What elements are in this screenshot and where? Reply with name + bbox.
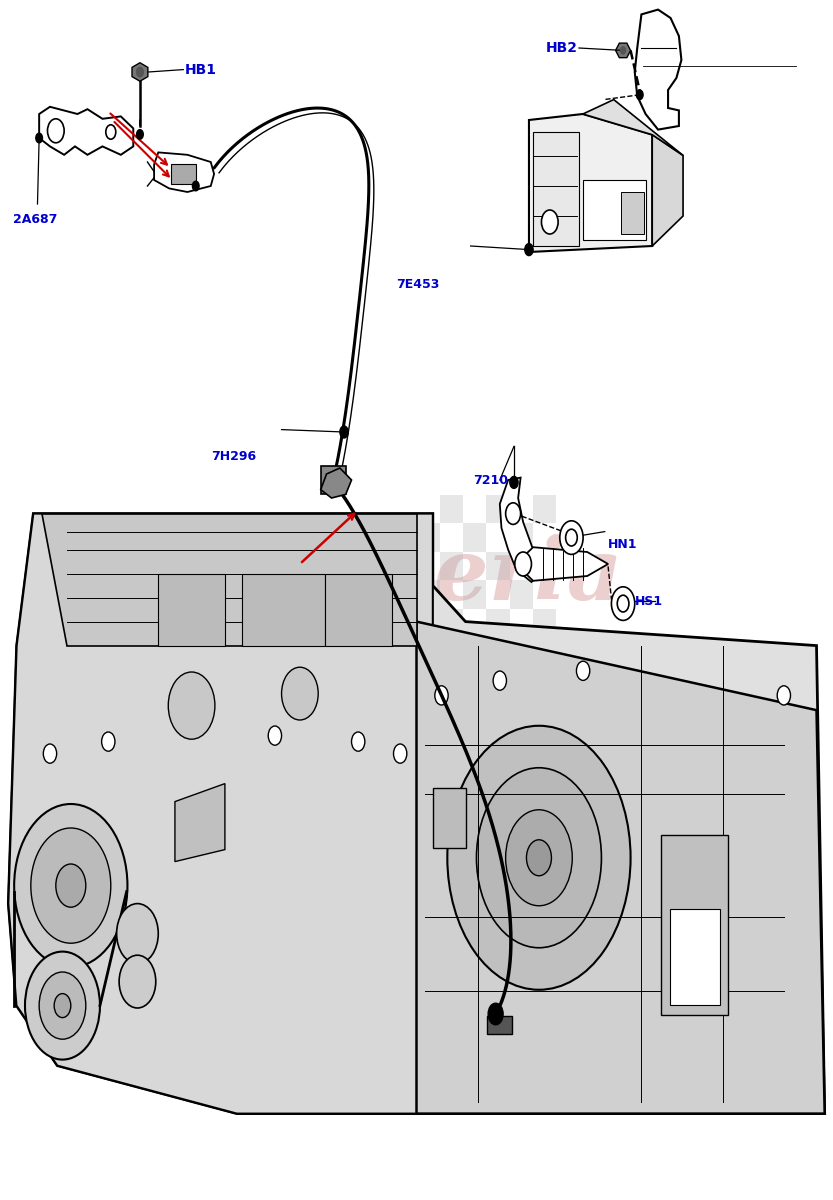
Circle shape xyxy=(777,686,791,706)
Circle shape xyxy=(137,130,143,139)
Circle shape xyxy=(185,714,198,733)
Bar xyxy=(433,788,466,848)
Circle shape xyxy=(25,952,100,1060)
Bar xyxy=(321,466,346,494)
Bar xyxy=(533,494,556,523)
Bar xyxy=(242,574,325,646)
Circle shape xyxy=(393,744,407,763)
Circle shape xyxy=(192,181,199,191)
Text: scuderia: scuderia xyxy=(210,534,623,618)
Text: HS1: HS1 xyxy=(635,595,663,607)
Bar xyxy=(510,637,533,666)
Circle shape xyxy=(476,768,601,948)
Bar xyxy=(440,552,463,581)
Bar xyxy=(621,192,644,234)
Bar xyxy=(463,523,486,552)
Circle shape xyxy=(447,726,631,990)
Bar xyxy=(510,581,533,608)
Polygon shape xyxy=(8,514,825,1114)
Circle shape xyxy=(117,904,158,964)
Circle shape xyxy=(43,744,57,763)
Circle shape xyxy=(14,804,127,967)
Circle shape xyxy=(488,1003,503,1025)
Circle shape xyxy=(106,125,116,139)
Bar xyxy=(171,164,196,184)
Circle shape xyxy=(282,667,318,720)
Text: HB2: HB2 xyxy=(546,41,577,55)
Circle shape xyxy=(435,686,448,706)
Bar xyxy=(416,523,440,552)
Bar xyxy=(325,574,392,646)
Circle shape xyxy=(137,67,143,77)
Circle shape xyxy=(506,503,521,524)
Circle shape xyxy=(168,672,215,739)
Circle shape xyxy=(636,90,643,100)
Polygon shape xyxy=(39,107,133,155)
Circle shape xyxy=(515,552,531,576)
Polygon shape xyxy=(132,62,148,82)
Circle shape xyxy=(352,732,365,751)
Circle shape xyxy=(268,726,282,745)
Text: 7210: 7210 xyxy=(473,474,508,486)
Bar xyxy=(158,574,225,646)
Circle shape xyxy=(56,864,86,907)
Circle shape xyxy=(541,210,558,234)
Polygon shape xyxy=(416,622,825,1114)
Text: 7H296: 7H296 xyxy=(211,450,256,462)
Polygon shape xyxy=(529,114,652,252)
Bar xyxy=(463,581,486,608)
Bar xyxy=(661,835,728,1015)
Bar xyxy=(416,637,440,666)
Polygon shape xyxy=(635,10,681,130)
Polygon shape xyxy=(652,134,683,246)
Bar xyxy=(487,1016,512,1034)
Circle shape xyxy=(340,426,348,438)
Polygon shape xyxy=(616,43,631,58)
Circle shape xyxy=(525,244,533,256)
Text: 2A687: 2A687 xyxy=(12,214,57,226)
Text: 7E453: 7E453 xyxy=(397,278,440,290)
Circle shape xyxy=(36,133,42,143)
Circle shape xyxy=(566,529,577,546)
Circle shape xyxy=(617,595,629,612)
Bar xyxy=(670,910,720,1006)
Circle shape xyxy=(621,47,626,54)
Bar xyxy=(463,637,486,666)
Circle shape xyxy=(119,955,156,1008)
Polygon shape xyxy=(583,100,683,155)
Bar xyxy=(533,132,579,246)
Bar xyxy=(533,608,556,637)
Bar xyxy=(583,180,646,240)
Circle shape xyxy=(493,671,506,690)
Polygon shape xyxy=(42,514,416,646)
Circle shape xyxy=(47,119,64,143)
Circle shape xyxy=(576,661,590,680)
Circle shape xyxy=(526,840,551,876)
Bar xyxy=(486,608,510,637)
Bar xyxy=(486,494,510,523)
Bar xyxy=(440,608,463,637)
Polygon shape xyxy=(500,478,540,582)
Bar xyxy=(533,552,556,581)
Text: HB1: HB1 xyxy=(185,62,217,77)
Text: c a r   p a r t s: c a r p a r t s xyxy=(352,646,481,662)
Circle shape xyxy=(510,476,518,488)
Bar xyxy=(440,494,463,523)
Polygon shape xyxy=(521,547,608,581)
Text: HN1: HN1 xyxy=(608,539,637,551)
Polygon shape xyxy=(8,514,433,1114)
Circle shape xyxy=(39,972,86,1039)
Polygon shape xyxy=(321,468,352,498)
Circle shape xyxy=(54,994,71,1018)
Bar xyxy=(510,523,533,552)
Circle shape xyxy=(560,521,583,554)
Circle shape xyxy=(611,587,635,620)
Circle shape xyxy=(102,732,115,751)
Polygon shape xyxy=(175,784,225,862)
Polygon shape xyxy=(154,152,214,192)
Bar xyxy=(486,552,510,581)
Circle shape xyxy=(506,810,572,906)
Circle shape xyxy=(31,828,111,943)
Bar xyxy=(416,581,440,608)
